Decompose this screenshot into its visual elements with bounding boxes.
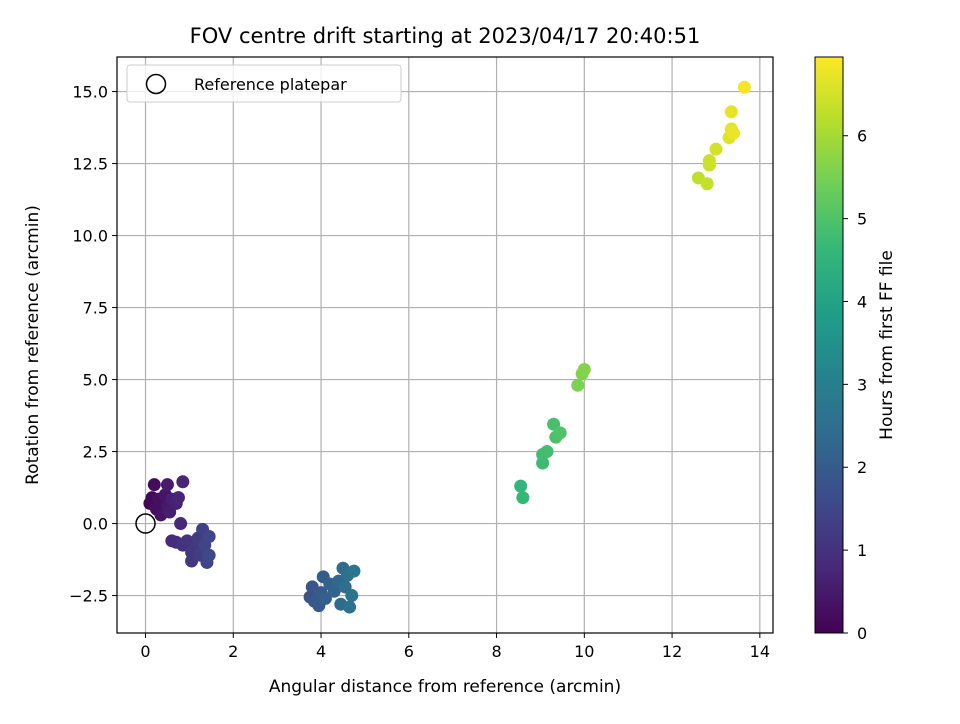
x-tick-label: 12 [662,642,682,661]
y-tick-label: 0.0 [83,515,108,534]
legend-box [126,64,402,103]
scatter-point [345,589,359,603]
y-tick-label: −2.5 [69,587,108,606]
scatter-point [571,378,585,392]
scatter-point [176,475,190,489]
colorbar-tick-label: 4 [857,292,867,311]
x-tick-label: 6 [404,642,414,661]
x-tick-label: 0 [140,642,150,661]
x-tick-label: 2 [228,642,238,661]
x-tick-label: 4 [316,642,326,661]
y-tick-label: 5.0 [83,371,108,390]
x-tick-label: 10 [574,642,594,661]
scatter-points [143,80,751,614]
colorbar-ticks: 0 1 2 3 4 5 6 [843,127,867,643]
scatter-point [516,491,530,505]
scatter-point [347,564,361,578]
chart-title: FOV centre drift starting at 2023/04/17 … [190,24,701,48]
x-tick-label: 8 [491,642,501,661]
scatter-point [327,584,341,598]
scatter-point [147,478,161,492]
scatter-point [343,600,357,614]
x-axis-ticks: 0 2 4 6 8 10 12 14 [140,633,770,661]
scatter-point [171,491,185,505]
colorbar-tick-label: 1 [857,541,867,560]
scatter-point [318,591,332,605]
reference-platepar-marker [135,513,156,534]
scatter-point [180,534,194,548]
scatter-point [700,177,714,191]
plot-frame [116,56,774,634]
colorbar [814,56,844,634]
y-axis-ticks: −2.5 0.0 2.5 5.0 7.5 10.0 12.5 15.0 [69,83,117,606]
scatter-point [709,142,723,156]
colorbar-tick-label: 3 [857,375,867,394]
legend-entry-reference-platepar: Reference platepar [194,75,347,94]
y-tick-label: 7.5 [83,299,108,318]
scatter-point [553,426,567,440]
colorbar-tick-label: 6 [857,127,867,146]
scatter-point [702,154,716,168]
legend-marker-icon [145,73,167,95]
y-tick-label: 15.0 [72,83,108,102]
colorbar-tick-label: 0 [857,624,867,643]
grid [117,57,773,633]
y-tick-label: 12.5 [72,155,108,174]
colorbar-label: Hours from first FF file [877,250,897,440]
colorbar-tick-label: 5 [857,210,867,229]
x-tick-label: 14 [750,642,770,661]
scatter-point [540,445,554,459]
colorbar-tick-label: 2 [857,458,867,477]
scatter-point [724,105,738,119]
legend: Reference platepar [126,64,402,103]
y-tick-label: 10.0 [72,227,108,246]
y-tick-label: 2.5 [83,443,108,462]
scatter-point [202,548,216,562]
scatter-point [202,530,216,544]
x-axis-label: Angular distance from reference (arcmin) [269,677,621,697]
scatter-point [514,479,528,493]
scatter-point [174,517,188,531]
scatter-point [737,80,751,94]
scatter-point [160,478,174,492]
scatter-point [727,126,741,140]
scatter-point [577,362,591,376]
y-axis-label: Rotation from reference (arcmin) [23,205,43,485]
